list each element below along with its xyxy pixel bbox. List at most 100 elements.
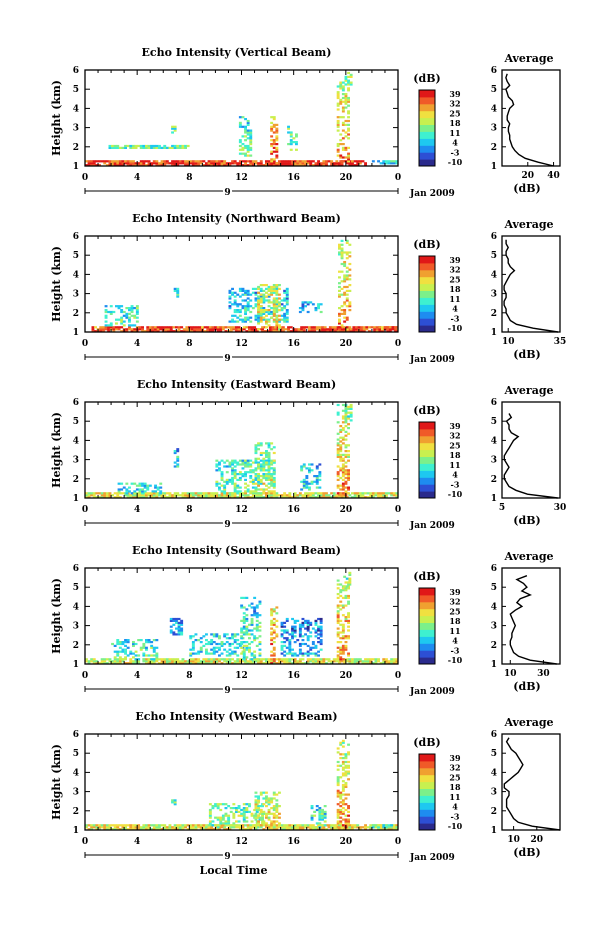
date-label: Jan 2009 [409,687,455,697]
average-y-tick-label: 6 [491,730,497,740]
echo-region [111,639,159,661]
colorbar-segment [419,124,435,132]
colorbar-segment [419,636,435,644]
y-tick-label: 2 [73,475,79,485]
echo-region [171,799,177,806]
colorbar-tick-label: -3 [451,811,460,821]
colorbar-segment [419,290,435,298]
average-y-tick-label: 2 [491,309,497,319]
colorbar-segment [419,422,435,430]
x-tick-label: 0 [395,339,401,349]
average-y-tick-label: 4 [491,270,497,280]
panel-0: Echo Intensity (Vertical Beam)0 4 8 12 16 20 0… [50,46,561,200]
colorbar-segment [419,629,435,637]
x-tick-label: 20 [340,837,353,847]
echo-region [280,617,323,657]
average-x-label: (dB) [513,680,540,693]
colorbar-segment [419,754,435,762]
y-tick-label: 3 [73,788,79,798]
colorbar-tick-label: 18 [449,450,461,460]
day-label: 9 [224,686,230,696]
colorbar-frame [418,421,436,499]
x-tick-label: 4 [134,505,140,515]
x-tick-label: 8 [186,505,192,515]
colorbar-segment [419,484,435,492]
x-tick-label: 20 [340,505,353,515]
average-x-label: (dB) [513,182,540,195]
x-tick-label: 0 [395,505,401,515]
x-tick-label: 0 [82,837,88,847]
colorbar-segment [419,138,435,146]
echo-region [171,125,177,134]
echo-region [300,463,322,491]
colorbar-tick-label: 39 [449,255,461,265]
average-profile-line [503,239,559,333]
average-y-tick-label: 5 [491,417,497,427]
colorbar-segment [419,103,435,112]
average-y-tick-label: 6 [491,232,497,242]
day-label: 9 [224,520,230,530]
x-tick-label: 8 [186,173,192,183]
colorbar-segment [419,256,435,264]
y-tick-label: 3 [73,456,79,466]
colorbar-segment [419,283,435,291]
colorbar-segment [419,657,435,665]
x-tick-label: 8 [186,671,192,681]
colorbar-tick-label: 39 [449,89,461,99]
colorbar-segment [419,788,435,796]
panel-2: Echo Intensity (Eastward Beam)0 4 8 12 16 20 0… [50,378,567,532]
day-label: 9 [224,354,230,364]
echo-region [343,571,352,588]
echo-region [85,160,367,166]
y-tick-label: 1 [73,826,79,836]
colorbar-segment [419,470,435,478]
colorbar-segment [419,304,435,312]
colorbar-segment [419,276,435,285]
echo-region [336,579,350,663]
average-y-tick-label: 6 [491,564,497,574]
average-frame [501,235,561,333]
y-tick-label: 5 [73,85,79,95]
colorbar-frame [418,753,436,831]
colorbar-tick-label: 32 [449,597,460,607]
colorbar-tick-label: 4 [452,138,458,148]
y-tick-label: 6 [73,398,79,408]
average-panel: Average 1 2 3 4 5 6 5 30 (dB) [491,384,567,527]
echo-region [173,287,180,298]
colorbar-tick-label: 11 [449,626,460,636]
average-frame [501,733,561,831]
x-tick-label: 12 [235,173,248,183]
colorbar-tick-label: 25 [449,440,460,450]
heatmap-cells [85,571,398,664]
x-tick-label: 16 [287,671,300,681]
panel-1: Echo Intensity (Northward Beam)0 4 8 12 16 20… [50,212,566,366]
date-label: Jan 2009 [409,521,455,531]
colorbar-segment [419,795,435,803]
panel-title: Echo Intensity (Southward Beam) [132,544,341,557]
average-y-tick-label: 3 [491,124,497,134]
echo-region [215,459,276,495]
colorbar-tick-label: 4 [452,470,458,480]
average-y-tick-label: 5 [491,85,497,95]
average-title: Average [503,218,553,231]
colorbar-tick-label: 18 [449,284,461,294]
y-tick-label: 3 [73,290,79,300]
date-label: Jan 2009 [409,853,455,863]
date-label: Jan 2009 [409,189,455,199]
average-y-tick-label: 6 [491,398,497,408]
colorbar-segment [419,809,435,817]
x-tick-label: 12 [235,505,248,515]
colorbar-tick-label: 18 [449,616,461,626]
panel-3: Echo Intensity (Southward Beam)0 4 8 12 16 20… [50,544,561,698]
colorbar-tick-label: 18 [449,118,461,128]
colorbar-tick-label: -3 [451,147,460,157]
average-y-tick-label: 3 [491,456,497,466]
echo-region [336,739,350,829]
x-tick-label: 20 [340,671,353,681]
colorbar-segment [419,816,435,824]
colorbar-segment [419,318,435,326]
average-x-tick-label: 10 [504,669,517,679]
colorbar-tick-label: -10 [448,821,463,831]
day-label: 9 [224,852,230,862]
